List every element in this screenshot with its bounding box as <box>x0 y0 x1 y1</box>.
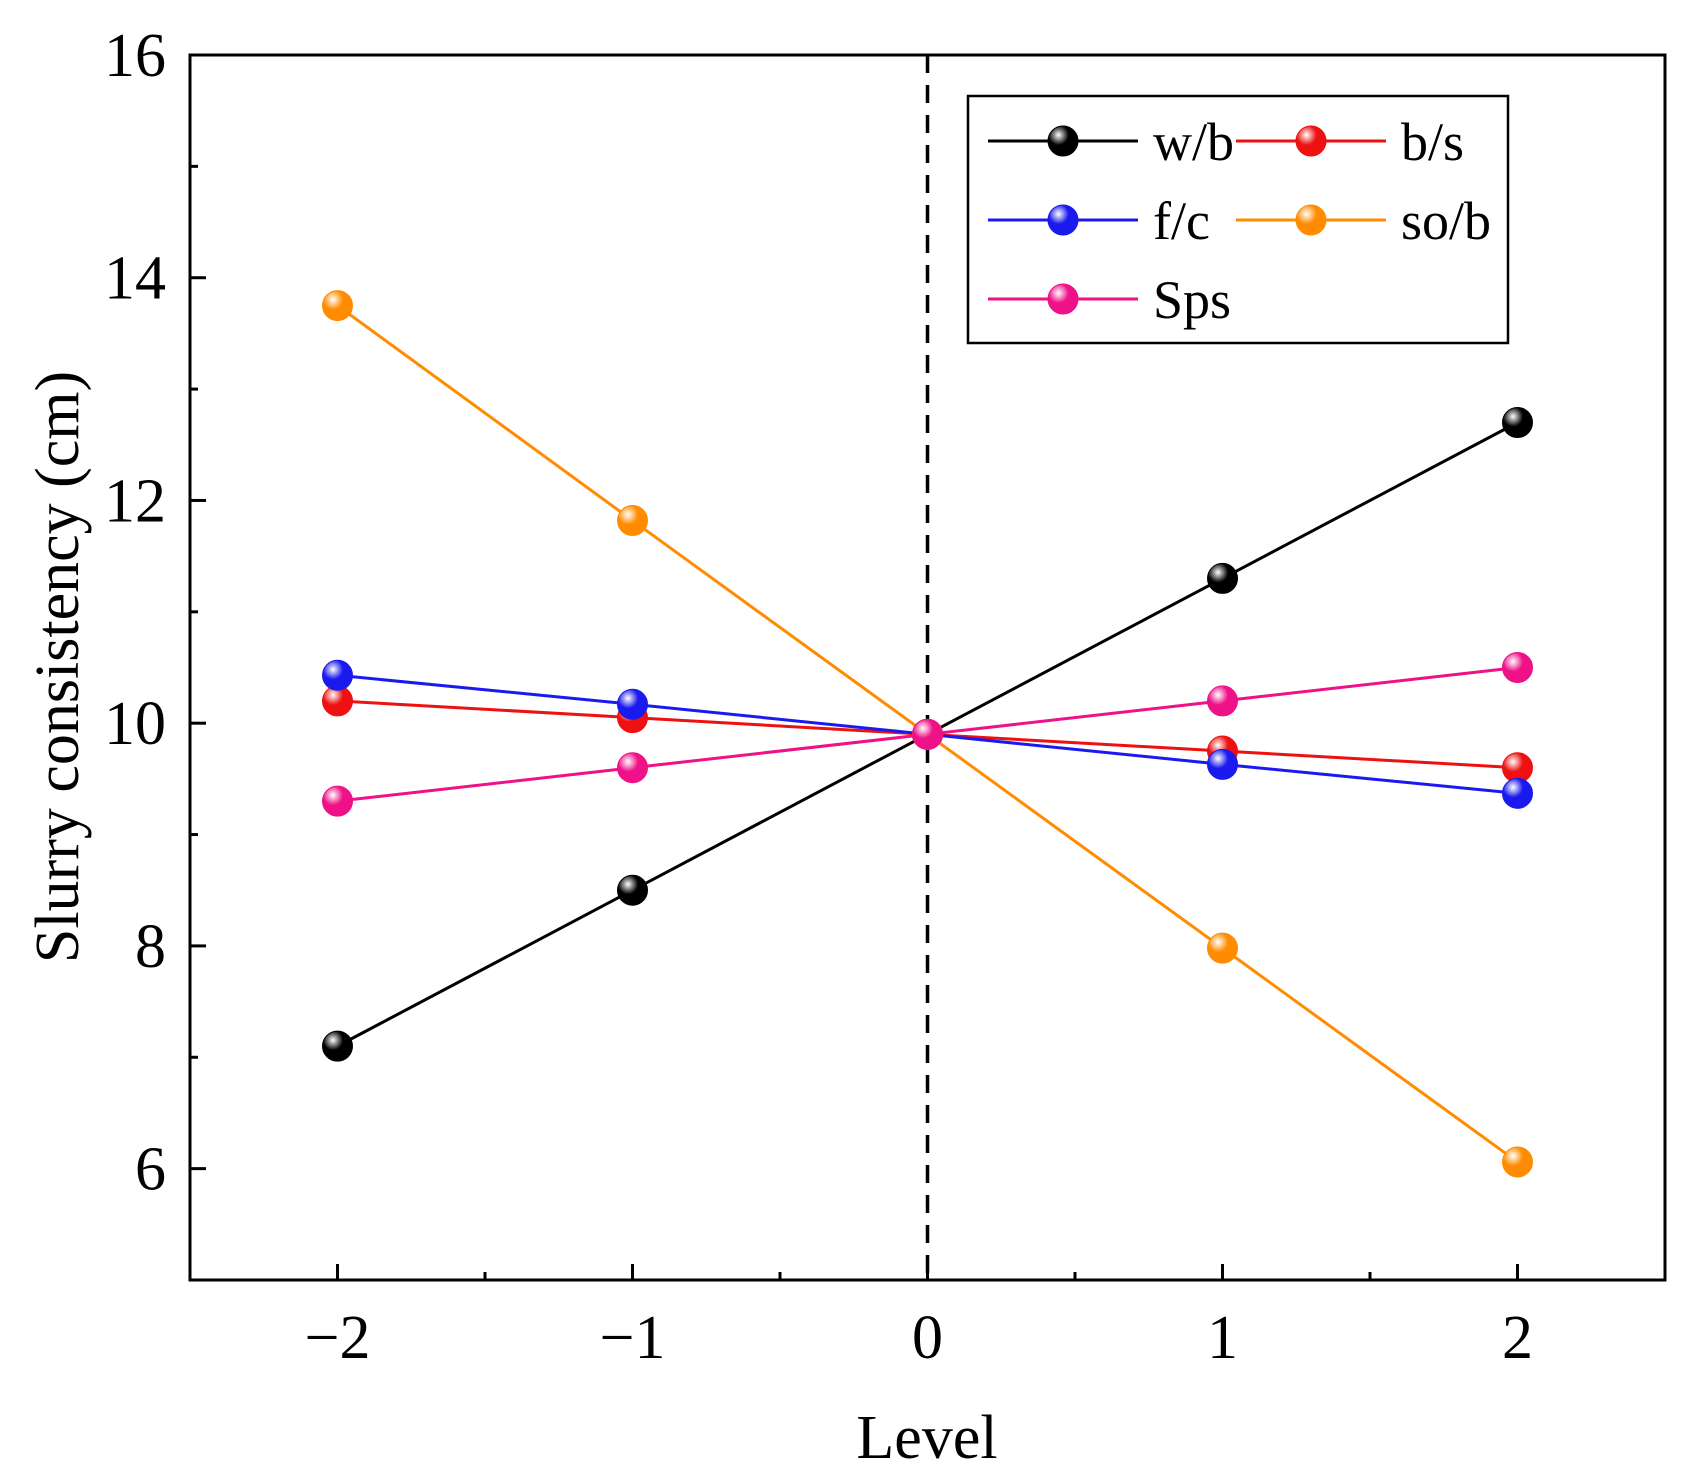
x-tick-label: −2 <box>305 1304 371 1372</box>
legend-label-b-s: b/s <box>1401 112 1464 172</box>
data-point-f-c <box>1207 748 1238 780</box>
x-tick-label: −1 <box>600 1304 666 1372</box>
legend-label-w-b: w/b <box>1153 112 1234 172</box>
y-tick-label: 12 <box>104 467 166 535</box>
plot-frame <box>188 53 1667 1282</box>
y-axis-title: Slurry consistency (cm) <box>24 371 92 963</box>
series-layer <box>322 290 1533 1178</box>
legend-marker-w-b <box>1047 125 1079 157</box>
legend-label-f-c: f/c <box>1153 191 1210 251</box>
data-point-f-c <box>322 659 353 691</box>
data-point-so-b <box>1207 932 1238 964</box>
x-axis-title: Level <box>856 1404 997 1472</box>
data-point-w-b <box>1207 562 1238 594</box>
data-point-so-b <box>617 505 648 536</box>
x-tick-label: 2 <box>1502 1304 1533 1372</box>
y-tick-label: 6 <box>135 1136 166 1204</box>
data-point-sps <box>912 718 943 750</box>
y-tick-label: 14 <box>104 245 166 313</box>
data-point-sps <box>322 785 353 817</box>
x-tick-label: 0 <box>912 1304 943 1372</box>
data-point-sps <box>1502 652 1533 683</box>
y-tick-label: 16 <box>104 22 166 90</box>
legend-marker-b-s <box>1295 125 1327 157</box>
y-tick-label: 10 <box>104 690 166 758</box>
data-point-so-b <box>322 290 353 322</box>
legend-label-sps: Sps <box>1153 270 1231 330</box>
data-point-sps <box>617 752 648 784</box>
legend-marker-so-b <box>1295 204 1327 236</box>
data-point-w-b <box>1502 407 1533 438</box>
data-point-w-b <box>617 874 648 906</box>
x-tick-label: 1 <box>1207 1304 1238 1372</box>
y-tick-label: 8 <box>135 913 166 981</box>
data-point-w-b <box>322 1030 353 1062</box>
data-point-f-c <box>617 688 648 720</box>
legend: w/b b/s f/c so/b Sps <box>966 94 1510 345</box>
data-point-sps <box>1207 685 1238 717</box>
data-point-f-c <box>1502 777 1533 809</box>
legend-marker-sps <box>1047 283 1079 315</box>
legend-label-so-b: so/b <box>1401 191 1491 251</box>
legend-marker-f-c <box>1047 204 1079 236</box>
data-point-so-b <box>1502 1146 1533 1178</box>
